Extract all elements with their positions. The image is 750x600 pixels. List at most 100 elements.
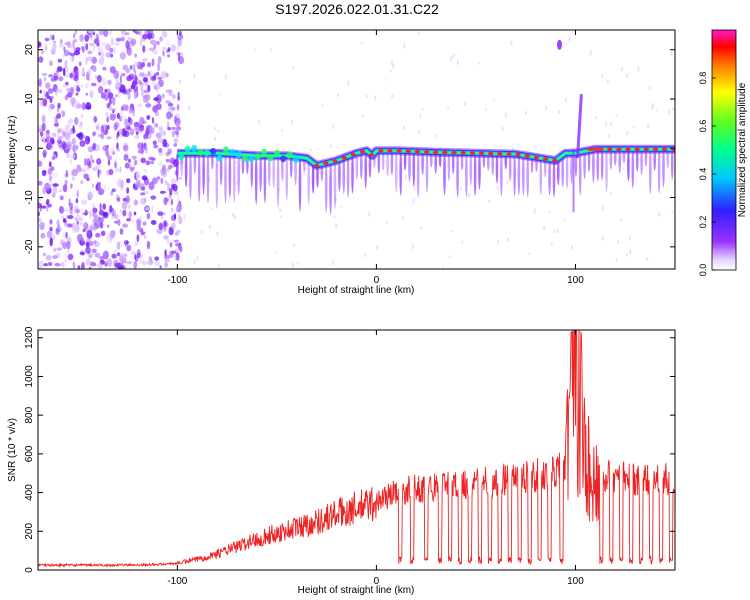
noise-speck [106,136,112,140]
noise-speck [134,241,139,247]
noise-speck [115,37,122,42]
noise-speck [104,89,108,93]
ridge-blob [184,145,191,153]
noise-speck [49,227,53,232]
spectrogram-ytick-label: 0 [24,145,35,151]
noise-speck [135,93,138,99]
noise-speck [86,56,93,62]
noise-speck [114,94,119,98]
noise-speck [589,50,592,56]
noise-speck [142,58,148,62]
noise-speck [145,206,150,211]
noise-speck [168,89,173,97]
noise-speck [120,105,125,112]
noise-speck [389,69,392,73]
hot-spot [350,152,356,157]
noise-speck [347,79,350,86]
noise-speck [99,221,104,229]
noise-speck [49,237,53,247]
noise-speck [89,90,94,99]
noise-speck [137,222,141,231]
noise-speck [57,141,63,148]
noise-speck [57,58,63,63]
noise-speck [568,36,571,42]
noise-speck [507,237,510,243]
noise-speck [74,69,78,79]
noise-speck [144,73,149,78]
colorbar-label: Normalized spectral amplitude [737,82,748,217]
streak [425,149,429,193]
noise-speck [76,166,82,173]
noise-speck [58,43,64,48]
noise-speck [178,216,183,225]
noise-speck [113,46,116,55]
noise-speck [157,62,161,72]
noise-speck [130,219,135,223]
streak [408,149,411,182]
hot-spot [460,151,466,155]
noise-speck [96,125,100,130]
noise-speck [607,133,610,139]
noise-speck [128,158,131,163]
noise-speck [123,257,127,263]
snr-xlabel: Height of straight line (km) [298,585,415,596]
noise-speck [72,144,77,153]
noise-speck [115,82,121,88]
noise-speck [650,105,653,110]
hot-spot [652,147,659,152]
ridge-blob [178,153,185,161]
noise-speck [77,213,80,218]
noise-speck [648,85,651,90]
noise-speck [136,252,141,259]
noise-speck [292,65,295,70]
noise-speck [132,30,137,33]
noise-speck [104,94,109,101]
noise-speck [43,136,45,144]
streak [254,153,258,205]
noise-speck [94,252,101,258]
noise-speck [128,87,132,93]
noise-speck [85,102,92,110]
noise-speck [106,124,110,131]
streak [329,159,332,215]
noise-speck [134,134,140,140]
noise-speck [59,206,65,214]
noise-speck [45,82,51,89]
noise-speck [136,170,139,178]
noise-speck [329,143,332,149]
noise-speck [77,265,81,269]
noise-speck [171,130,175,138]
noise-speck [571,244,574,250]
noise-speck [177,91,180,99]
noise-speck [109,47,114,53]
noise-speck [176,44,180,51]
noise-speck [177,34,184,40]
streak [206,150,210,204]
noise-speck [80,180,84,184]
noise-speck [56,247,62,251]
noise-speck [411,244,414,250]
noise-speck [60,261,65,268]
noise-speck [49,175,52,182]
noise-speck [70,183,73,189]
noise-speck [144,197,147,203]
noise-speck [120,30,126,36]
hot-spot [533,155,540,160]
hot-spot [405,149,411,153]
noise-speck [159,265,162,269]
streak [307,157,311,205]
noise-speck [124,240,127,248]
noise-speck [176,131,179,138]
noise-speck [100,131,105,140]
noise-speck [38,197,42,202]
noise-speck [41,114,46,124]
noise-speck [85,241,90,248]
noise-speck [86,69,92,77]
streak [416,149,420,198]
noise-speck [145,94,149,103]
noise-speck [169,106,176,111]
noise-speck [43,76,47,82]
noise-speck [46,129,50,134]
noise-speck [47,261,53,267]
